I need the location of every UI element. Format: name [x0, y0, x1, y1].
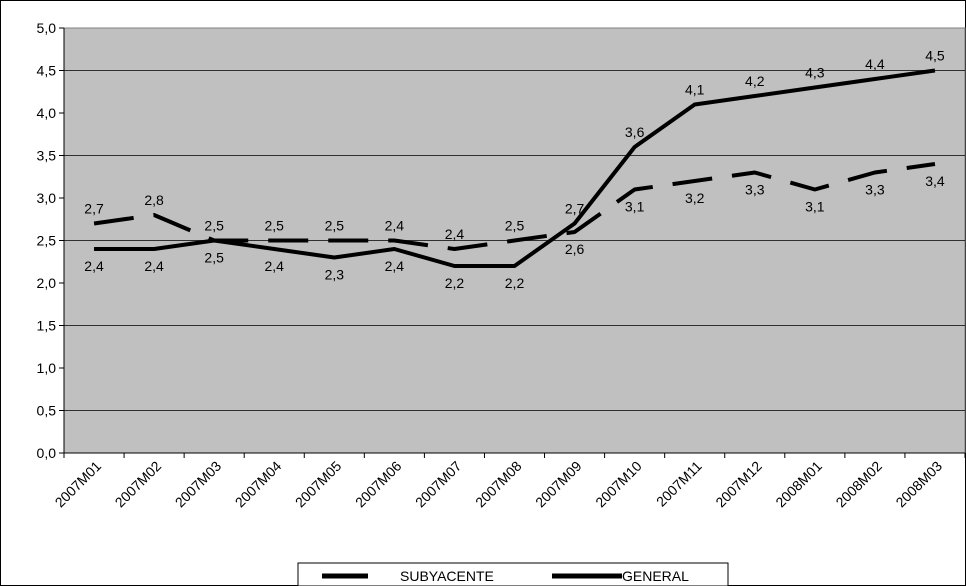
data-label-subyacente: 3,2	[685, 190, 705, 206]
data-label-subyacente: 2,6	[565, 241, 585, 257]
y-tick-label: 2,5	[37, 233, 57, 249]
data-label-subyacente: 2,5	[325, 218, 345, 234]
data-label-general: 4,3	[805, 65, 825, 81]
data-label-general: 2,4	[385, 258, 405, 274]
y-tick-label: 1,5	[37, 318, 57, 334]
y-axis: 0,0 0,5 1,0 1,5 2,0 2,5 3,0 3,5 4,0 4,5 5,0	[37, 20, 65, 461]
legend-label-general: GENERAL	[622, 568, 689, 584]
data-label-subyacente: 2,4	[385, 218, 405, 234]
y-tick-label: 0,5	[37, 403, 57, 419]
legend-label-subyacente: SUBYACENTE	[400, 568, 494, 584]
data-label-subyacente: 3,4	[925, 173, 945, 189]
series-layer	[93, 68, 936, 268]
data-label-general: 2,4	[144, 258, 164, 274]
y-tick-label: 5,0	[37, 20, 57, 36]
data-label-general: 2,2	[505, 275, 525, 291]
data-label-general: 2,3	[325, 267, 345, 283]
data-label-subyacente: 2,7	[84, 201, 104, 217]
data-label-general: 3,6	[625, 124, 645, 140]
data-label-subyacente: 2,5	[264, 218, 284, 234]
data-label-subyacente: 3,3	[745, 182, 765, 198]
y-tick-label: 3,5	[37, 148, 57, 164]
series-line-general	[94, 68, 936, 268]
series-line-subyacente	[93, 162, 936, 251]
data-label-general: 2,4	[84, 258, 104, 274]
data-label-general: 2,4	[264, 258, 284, 274]
data-label-general: 4,4	[865, 56, 885, 72]
data-label-general: 4,5	[925, 48, 945, 64]
data-label-subyacente: 3,1	[805, 199, 825, 215]
y-tick-label: 4,5	[37, 63, 57, 79]
data-label-subyacente: 2,8	[144, 192, 164, 208]
y-tick-label: 0,0	[37, 445, 57, 461]
data-label-subyacente: 2,4	[445, 226, 465, 242]
data-label-subyacente: 3,3	[865, 182, 885, 198]
data-label-subyacente: 2,5	[204, 218, 224, 234]
y-tick-label: 1,0	[37, 360, 57, 376]
data-label-general: 2,2	[445, 275, 465, 291]
data-label-general: 2,7	[565, 201, 585, 217]
data-label-general: 2,5	[204, 250, 224, 266]
legend-box	[297, 562, 729, 586]
y-tick-label: 3,0	[37, 190, 57, 206]
data-label-general: 4,2	[745, 73, 765, 89]
y-tick-label: 4,0	[37, 105, 57, 121]
data-label-general: 4,1	[685, 82, 705, 98]
data-label-subyacente: 2,5	[505, 218, 525, 234]
data-labels: 2,7 2,4 2,8 2,4 2,5 2,5 2,5 2,4 2,5 2,3 2,4 2,4 2,4 2…	[84, 48, 945, 292]
y-tick-label: 2,0	[37, 275, 57, 291]
legend: SUBYACENTE GENERAL	[297, 562, 729, 586]
data-label-subyacente: 3,1	[625, 199, 645, 215]
